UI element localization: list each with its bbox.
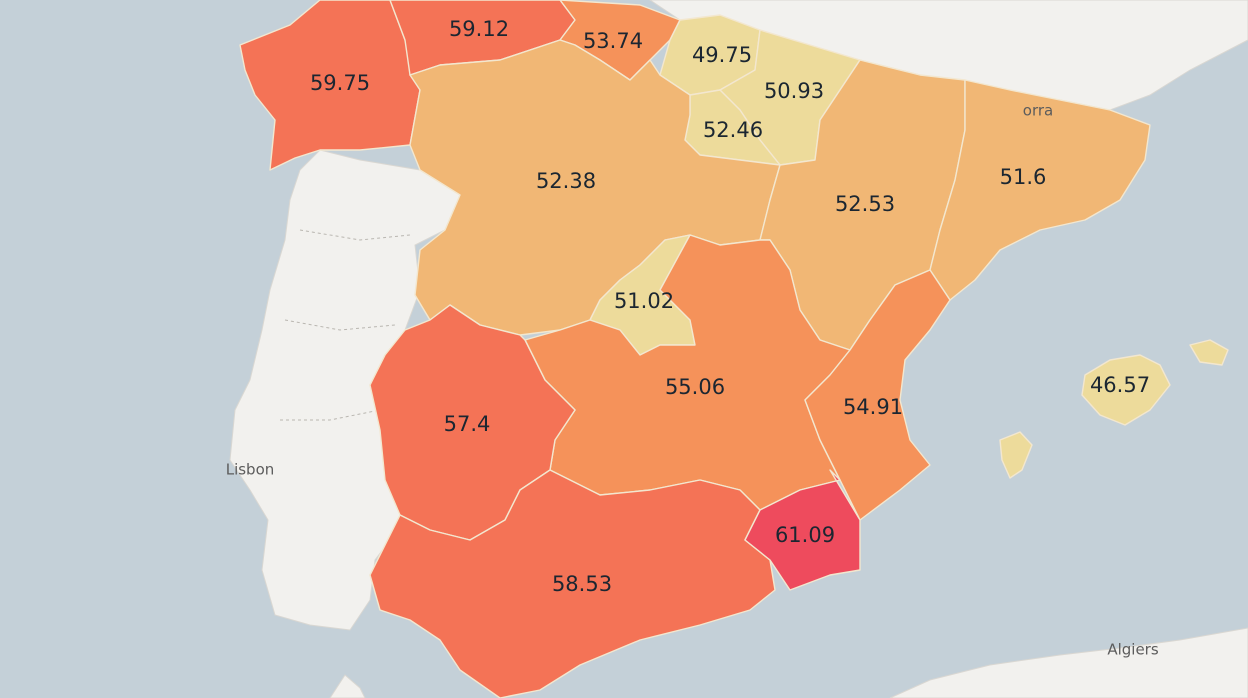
label-extremadura: 57.4 <box>444 412 491 436</box>
place-algiers: Algiers <box>1107 641 1159 659</box>
label-castilla-leon: 52.38 <box>536 169 596 193</box>
region-andalusia[interactable] <box>369 469 776 698</box>
place-labels: Lisbon Algiers orra <box>226 102 1159 659</box>
region-balearic-ibiza[interactable] <box>999 431 1033 479</box>
label-basque: 49.75 <box>692 43 752 67</box>
region-valencia[interactable] <box>804 269 951 521</box>
label-murcia: 61.09 <box>775 523 835 547</box>
label-madrid: 51.02 <box>614 289 674 313</box>
label-rioja: 52.46 <box>703 118 763 142</box>
place-andorra: orra <box>1023 102 1053 120</box>
label-navarra: 50.93 <box>764 79 824 103</box>
label-asturias: 59.12 <box>449 17 509 41</box>
land-africa <box>889 627 1248 698</box>
label-galicia: 59.75 <box>310 71 370 95</box>
label-castilla-la-mancha: 55.06 <box>665 375 725 399</box>
place-lisbon: Lisbon <box>226 461 275 479</box>
region-murcia[interactable] <box>744 469 861 591</box>
region-balearic-mallorca[interactable] <box>1081 354 1171 426</box>
region-galicia[interactable] <box>239 0 421 171</box>
regions <box>239 0 1229 698</box>
region-catalonia[interactable] <box>929 79 1151 301</box>
label-andalusia: 58.53 <box>552 572 612 596</box>
region-labels: 59.75 59.12 53.74 49.75 50.93 52.46 52.3… <box>310 17 1150 596</box>
label-balearic: 46.57 <box>1090 373 1150 397</box>
label-valencia: 54.91 <box>843 395 903 419</box>
portugal-border <box>280 229 411 421</box>
label-cantabria: 53.74 <box>583 29 643 53</box>
land-morocco <box>329 674 366 698</box>
label-aragon: 52.53 <box>835 192 895 216</box>
region-balearic-menorca[interactable] <box>1189 339 1229 366</box>
label-catalonia: 51.6 <box>1000 165 1047 189</box>
